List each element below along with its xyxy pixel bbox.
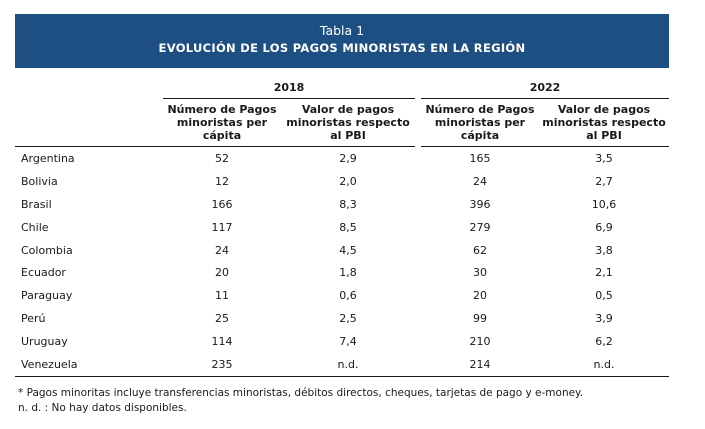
year-header-2022: 2022 bbox=[421, 76, 669, 99]
table-row: Paraguay 11 0,6 20 0,5 bbox=[15, 284, 669, 307]
country-cell: Brasil bbox=[21, 197, 52, 211]
value-2018-cell: 8,3 bbox=[339, 197, 357, 211]
country-cell: Argentina bbox=[21, 151, 75, 165]
count-2018-cell: 20 bbox=[215, 266, 229, 280]
count-2022-cell: 30 bbox=[473, 266, 487, 280]
footnote-asterisk: * Pagos minoritas incluye transferencias… bbox=[18, 387, 584, 399]
count-2018-cell: 12 bbox=[215, 174, 229, 188]
table-title: EVOLUCIÓN DE LOS PAGOS MINORISTAS EN LA … bbox=[158, 41, 526, 55]
count-2018-cell: 166 bbox=[211, 197, 233, 211]
value-2018-cell: 1,8 bbox=[339, 266, 357, 280]
table-row: Brasil 166 8,3 396 10,6 bbox=[15, 193, 669, 216]
value-2018-cell: n.d. bbox=[281, 353, 415, 377]
table-row: Bolivia 12 2,0 24 2,7 bbox=[15, 170, 669, 193]
value-2018-cell: 4,5 bbox=[339, 243, 357, 257]
table-row: Uruguay 114 7,4 210 6,2 bbox=[15, 330, 669, 353]
count-2018-cell: 117 bbox=[211, 220, 233, 234]
count-2022-cell: 279 bbox=[469, 220, 491, 234]
count-2022-cell: 99 bbox=[473, 312, 487, 326]
count-2022-cell: 20 bbox=[473, 289, 487, 303]
value-2022-cell: 3,5 bbox=[595, 151, 613, 165]
table-row: Colombia 24 4,5 62 3,8 bbox=[15, 239, 669, 262]
table-container: Tabla 1 EVOLUCIÓN DE LOS PAGOS MINORISTA… bbox=[15, 14, 669, 377]
count-2022-cell: 396 bbox=[469, 197, 491, 211]
footnote-nd: n. d. : No hay datos disponibles. bbox=[18, 402, 187, 414]
value-2022-cell: 0,5 bbox=[595, 289, 613, 303]
value-2018-cell: 0,6 bbox=[339, 289, 357, 303]
value-2022-cell: 10,6 bbox=[591, 197, 617, 211]
count-2018-cell: 24 bbox=[215, 243, 229, 257]
country-cell: Venezuela bbox=[15, 353, 163, 377]
table-notes: * Pagos minoritas incluye transferencias… bbox=[18, 386, 583, 416]
table-row: Ecuador 20 1,8 30 2,1 bbox=[15, 261, 669, 284]
value-2022-cell: 2,1 bbox=[595, 266, 613, 280]
table-row: Chile 117 8,5 279 6,9 bbox=[15, 216, 669, 239]
count-2022-cell: 214 bbox=[421, 353, 539, 377]
value-2018-cell: 7,4 bbox=[339, 335, 357, 349]
value-2018-cell: 2,9 bbox=[339, 151, 357, 165]
year-header-2018: 2018 bbox=[163, 76, 415, 99]
value-2018-cell: 2,5 bbox=[339, 312, 357, 326]
count-2018-cell: 114 bbox=[211, 335, 233, 349]
table-row: Argentina 52 2,9 165 3,5 bbox=[15, 147, 669, 170]
count-2018-cell: 52 bbox=[215, 151, 229, 165]
country-cell: Perú bbox=[21, 312, 46, 326]
value-2018-cell: 8,5 bbox=[339, 220, 357, 234]
year-header-row: 2018 2022 bbox=[15, 76, 669, 99]
country-cell: Colombia bbox=[21, 243, 73, 257]
value-2018-cell: 2,0 bbox=[339, 174, 357, 188]
table-number: Tabla 1 bbox=[319, 23, 365, 38]
header-blank bbox=[15, 76, 163, 99]
value-2022-cell: 6,2 bbox=[595, 335, 613, 349]
count-2022-cell: 210 bbox=[469, 335, 491, 349]
col-header-count-2022: Número de Pagos minoristas per cápita bbox=[421, 98, 539, 147]
count-2022-cell: 24 bbox=[473, 174, 487, 188]
value-2022-cell: 2,7 bbox=[595, 174, 613, 188]
count-2022-cell: 62 bbox=[473, 243, 487, 257]
country-cell: Ecuador bbox=[21, 266, 66, 280]
value-2022-cell: 6,9 bbox=[595, 220, 613, 234]
col-header-count-2018: Número de Pagos minoristas per cápita bbox=[163, 98, 281, 147]
col-header-value-2022: Valor de pagos minoristas respecto al PB… bbox=[539, 98, 669, 147]
payments-table: 2018 2022 Número de Pagos minoristas per… bbox=[15, 76, 669, 377]
country-cell: Paraguay bbox=[21, 289, 73, 303]
value-2022-cell: n.d. bbox=[539, 353, 669, 377]
country-cell: Uruguay bbox=[21, 335, 68, 349]
gap-cell bbox=[415, 353, 421, 377]
count-2022-cell: 165 bbox=[469, 151, 491, 165]
table-row: Venezuela 235 n.d. 214 n.d. bbox=[15, 353, 669, 377]
count-2018-cell: 25 bbox=[215, 312, 229, 326]
value-2022-cell: 3,8 bbox=[595, 243, 613, 257]
country-cell: Chile bbox=[21, 220, 49, 234]
table-body: Argentina 52 2,9 165 3,5 Bolivia 12 2,0 24 2,7 Bra… bbox=[15, 147, 669, 377]
table-title-banner: Tabla 1 EVOLUCIÓN DE LOS PAGOS MINORISTA… bbox=[15, 14, 669, 68]
column-header-row: Número de Pagos minoristas per cápita Va… bbox=[15, 98, 669, 147]
count-2018-cell: 11 bbox=[215, 289, 229, 303]
col-header-value-2018: Valor de pagos minoristas respecto al PB… bbox=[281, 98, 415, 147]
count-2018-cell: 235 bbox=[163, 353, 281, 377]
table-row: Perú 25 2,5 99 3,9 bbox=[15, 307, 669, 330]
country-cell: Bolivia bbox=[21, 174, 58, 188]
header-country-blank bbox=[15, 98, 163, 147]
value-2022-cell: 3,9 bbox=[595, 312, 613, 326]
